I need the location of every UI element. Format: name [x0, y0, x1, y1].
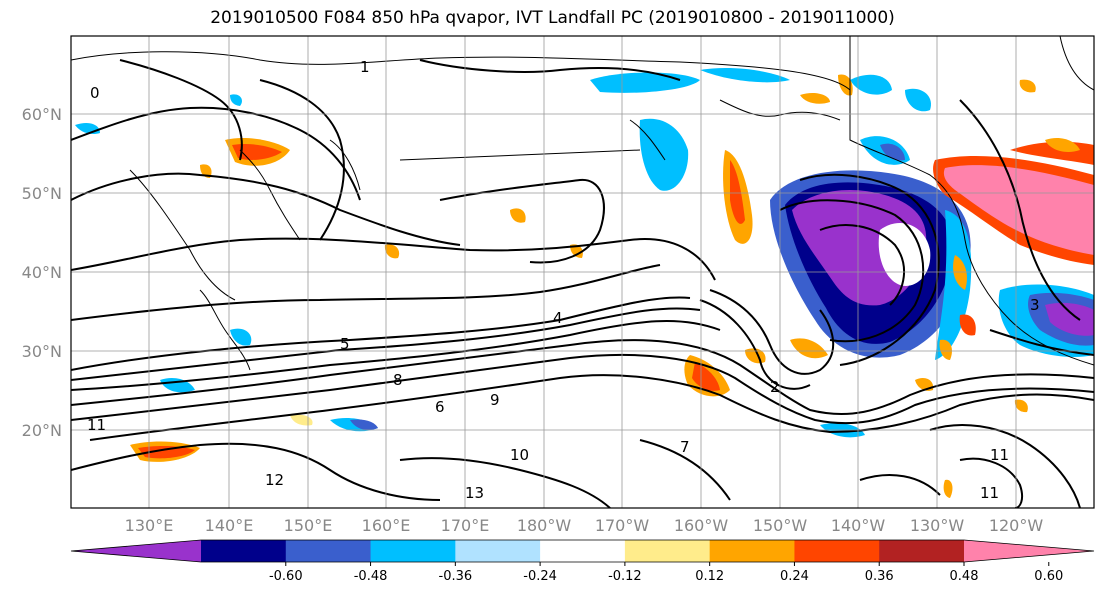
contour-label: 2 [770, 378, 780, 396]
lat-label: 40°N [22, 263, 62, 282]
contour-label: 3 [1030, 296, 1040, 314]
colorbar-tick-label: 0.48 [950, 569, 979, 584]
contour-label: 13 [465, 484, 484, 502]
colorbar-swatch [455, 540, 541, 562]
contour-label: 6 [435, 398, 445, 416]
colorbar-swatch [201, 540, 287, 562]
lat-label: 20°N [22, 421, 62, 440]
coastlines [71, 36, 1094, 371]
longitude-labels: 130°E 140°E 150°E 160°E 170°E 180°W 170°… [125, 516, 1044, 535]
contour-label: 7 [680, 438, 690, 456]
contour-label: 4 [553, 309, 563, 327]
colorbar-swatch [540, 540, 626, 562]
lon-label: 150°W [753, 516, 808, 535]
latitude-labels: 60°N 50°N 40°N 30°N 20°N [22, 105, 62, 440]
lat-label: 30°N [22, 342, 62, 361]
colorbar-tick-label: -0.36 [439, 569, 473, 584]
colorbar-swatch [794, 540, 880, 562]
colorbar-extension-high [964, 540, 1094, 562]
lon-label: 160°E [362, 516, 411, 535]
contour-label: 1 [360, 58, 370, 76]
lon-label: 170°W [595, 516, 650, 535]
colorbar-tick-label: -0.24 [523, 569, 557, 584]
lon-label: 140°E [205, 516, 254, 535]
lon-label: 180°W [517, 516, 572, 535]
colorbar-tick-label: 0.12 [695, 569, 724, 584]
map-title: 2019010500 F084 850 hPa qvapor, IVT Land… [210, 8, 895, 28]
lon-label: 170°E [441, 516, 490, 535]
colorbar-swatch [879, 540, 965, 562]
colorbar-tick-label: -0.60 [269, 569, 303, 584]
colorbar-tick-label: 0.36 [865, 569, 894, 584]
lon-label: 150°E [284, 516, 333, 535]
lon-label: 160°W [674, 516, 729, 535]
lon-label: 130°W [910, 516, 965, 535]
colorbar-swatch [370, 540, 456, 562]
colorbar-extension-low [71, 540, 201, 562]
lon-label: 130°E [125, 516, 174, 535]
grid [71, 36, 1094, 508]
map-border [70, 35, 1095, 509]
contour-labels: 4 5 8 6 9 10 11 12 13 7 2 1 0 3 11 11 [87, 58, 1040, 502]
contour-label: 0 [90, 84, 100, 102]
shaded-field [75, 68, 1094, 498]
colorbar: -0.60 -0.48 -0.36 -0.24 -0.12 0.12 0.24 0.36 0.4… [70, 539, 1095, 584]
contour-label: 9 [490, 391, 500, 409]
colorbar-tick-label: 0.60 [1034, 569, 1063, 584]
lat-label: 60°N [22, 105, 62, 124]
contour-label: 11 [87, 416, 106, 434]
colorbar-tick-label: 0.24 [780, 569, 809, 584]
contour-label: 11 [980, 484, 999, 502]
lon-label: 120°W [989, 516, 1044, 535]
contours [71, 59, 1094, 508]
colorbar-swatch [624, 540, 711, 562]
contour-label: 8 [393, 371, 403, 389]
contour-label: 12 [265, 471, 284, 489]
lat-label: 50°N [22, 184, 62, 203]
contour-label: 11 [990, 446, 1009, 464]
colorbar-swatch [709, 540, 795, 562]
colorbar-tick-label: -0.48 [354, 569, 388, 584]
colorbar-swatch [285, 540, 372, 562]
contour-label: 10 [510, 446, 529, 464]
colorbar-tick-label: -0.12 [608, 569, 642, 584]
lon-label: 140°W [831, 516, 886, 535]
contour-label: 5 [340, 335, 350, 353]
